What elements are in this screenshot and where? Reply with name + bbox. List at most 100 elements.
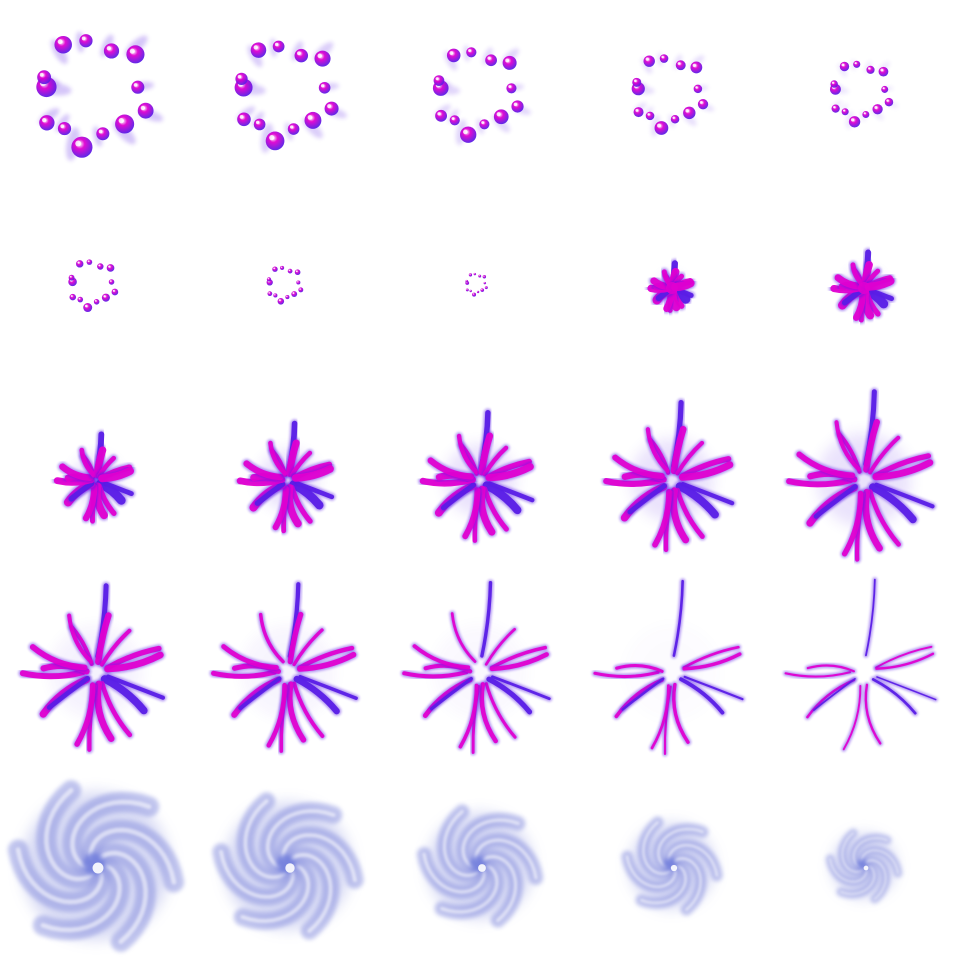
vortex-eye	[863, 865, 869, 871]
orb	[69, 293, 77, 301]
spike	[289, 450, 313, 478]
orb	[654, 121, 669, 135]
sprite-frame-15	[768, 384, 960, 576]
orb-highlight	[850, 118, 855, 122]
sprite-frame-5	[768, 0, 960, 192]
orb-highlight	[647, 113, 650, 116]
orb	[296, 280, 301, 285]
frame-7-canvas	[266, 265, 304, 305]
orb-highlight	[109, 280, 112, 282]
vortex-eye	[478, 864, 486, 872]
frame-14-canvas	[601, 398, 736, 554]
spike	[99, 628, 132, 667]
orb	[294, 269, 301, 276]
spike	[482, 481, 522, 515]
orb-highlight	[469, 290, 471, 291]
orb-highlight	[435, 77, 439, 81]
sprite-frame-22	[192, 768, 384, 960]
sprite-frame-19	[576, 576, 768, 768]
orb-highlight	[57, 39, 63, 45]
orb	[480, 288, 485, 292]
sprite-frame-25	[768, 768, 960, 960]
orb	[294, 48, 309, 63]
vortex-arm-highlight	[70, 799, 152, 869]
sprite-frame-3	[384, 0, 576, 192]
orb-highlight	[451, 117, 455, 120]
vortex-arm-highlight	[474, 838, 538, 880]
orb	[872, 104, 883, 115]
vortex-arm-highlight	[667, 843, 719, 877]
spike-burst	[235, 419, 336, 535]
spike	[593, 670, 660, 679]
spike-burst	[18, 581, 167, 754]
orb-ring	[829, 59, 899, 130]
sprite-frame-8	[384, 192, 576, 384]
orb	[465, 288, 469, 292]
orb-highlight	[268, 292, 270, 294]
orb-highlight	[466, 289, 468, 290]
orb-highlight	[317, 53, 322, 59]
vortex-arm-highlight	[481, 855, 518, 922]
spike	[867, 489, 901, 547]
spike	[292, 628, 324, 667]
spike	[875, 645, 933, 669]
spike	[679, 677, 725, 715]
orb	[115, 114, 135, 134]
vortex-arm-highlight	[44, 788, 94, 882]
spike	[429, 677, 473, 711]
spike	[482, 445, 509, 477]
spike	[627, 483, 667, 515]
orb-highlight	[692, 63, 696, 68]
orb	[71, 136, 93, 158]
orb	[493, 109, 509, 125]
frame-25-canvas	[825, 828, 903, 904]
orb-highlight	[278, 299, 281, 302]
orb-highlight	[112, 289, 115, 292]
spike	[29, 644, 88, 671]
spike	[258, 612, 285, 664]
orb	[137, 102, 154, 119]
orb	[484, 286, 488, 290]
orb-highlight	[880, 68, 884, 72]
orb-highlight	[274, 42, 279, 47]
orb-highlight	[267, 278, 269, 280]
orb	[468, 273, 473, 277]
spike	[293, 675, 340, 715]
orb-highlight	[474, 273, 475, 275]
orb-highlight	[886, 99, 889, 102]
spike	[67, 613, 94, 664]
orb-highlight	[437, 112, 441, 116]
orb-highlight	[78, 297, 81, 300]
spike	[863, 418, 880, 473]
orb	[502, 55, 517, 70]
frame-2-canvas	[234, 38, 348, 153]
spike	[100, 675, 148, 715]
orb-highlight	[831, 81, 834, 84]
vortex-arm-highlight	[864, 859, 887, 900]
orb-highlight	[481, 121, 485, 124]
orb-highlight	[513, 102, 518, 107]
spike-burst	[591, 578, 746, 757]
frame-16-canvas	[18, 581, 167, 754]
orb	[277, 298, 285, 305]
spike	[682, 652, 742, 671]
orb	[318, 81, 331, 94]
orb-highlight	[863, 112, 866, 115]
orb	[643, 55, 655, 67]
orb-highlight	[657, 123, 661, 128]
orb-highlight	[327, 104, 332, 109]
spike-burst	[52, 429, 136, 526]
spike	[286, 681, 307, 743]
vortex-arm-highlight	[852, 837, 889, 868]
orb	[324, 101, 339, 116]
spike	[289, 480, 324, 510]
orb-highlight	[842, 109, 845, 112]
orb	[866, 65, 875, 74]
orb-highlight	[84, 304, 88, 308]
vortex-arm-highlight	[88, 827, 177, 885]
orb-highlight	[129, 48, 135, 54]
orb-highlight	[94, 300, 97, 302]
orb	[106, 264, 115, 272]
frame-18-canvas	[400, 579, 553, 756]
orb-highlight	[103, 295, 106, 298]
